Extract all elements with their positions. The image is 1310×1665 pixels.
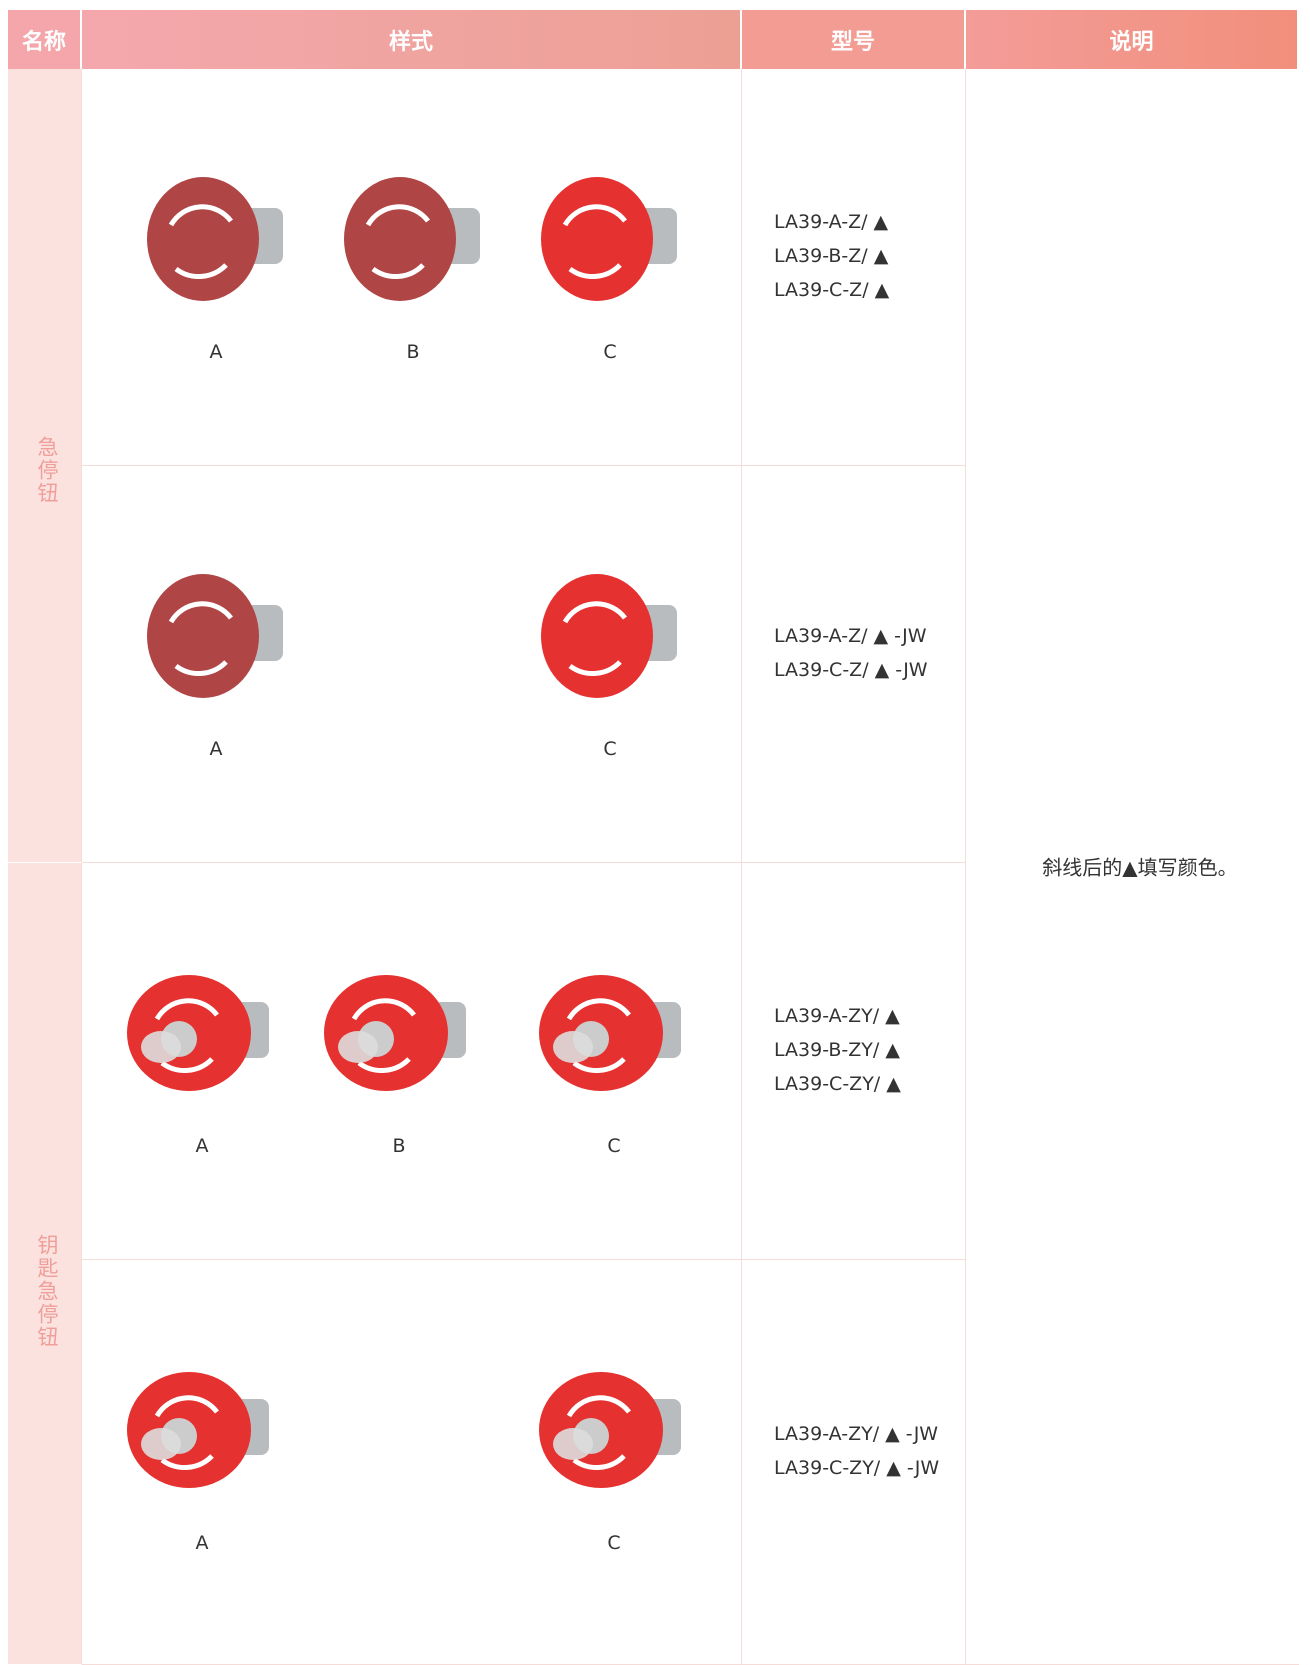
button-image [127,975,269,1091]
button-image [539,1372,681,1488]
header-cell: 说明 [966,10,1297,69]
model-text: LA39-A-Z/ ▲ -JW [774,624,927,647]
name-cell [8,863,82,1665]
group-name: 钥匙急停钮 [35,1234,59,1349]
item-label: A [209,341,223,363]
item-label: C [603,738,617,760]
item-label: A [195,1135,209,1157]
item-label: A [195,1532,209,1554]
item-label: B [392,1135,406,1157]
button-image [541,574,677,698]
button-image [541,177,677,301]
model-text: LA39-B-ZY/ ▲ [774,1038,900,1061]
model-cell [742,466,966,863]
model-text: LA39-A-ZY/ ▲ -JW [774,1422,939,1445]
style-cell [82,69,742,466]
model-text: LA39-C-ZY/ ▲ [774,1072,901,1095]
button-image [147,177,283,301]
model-cell [742,69,966,466]
button-image [127,1372,269,1488]
style-cell [82,466,742,863]
model-text: LA39-A-Z/ ▲ [774,210,889,233]
style-cell [82,863,742,1260]
model-text: LA39-C-ZY/ ▲ -JW [774,1456,940,1479]
model-text: LA39-B-Z/ ▲ [774,244,889,267]
header-cell: 名称 [8,10,80,69]
button-image [344,177,480,301]
button-image [539,975,681,1091]
model-text: LA39-A-ZY/ ▲ [774,1004,900,1027]
note-text: 斜线后的▲填写颜色。 [1042,855,1238,880]
group-name: 急停钮 [35,436,59,505]
model-cell [742,863,966,1260]
header-cell: 型号 [742,10,964,69]
item-label: C [607,1135,621,1157]
item-label: B [406,341,420,363]
header-cell: 样式 [82,10,740,69]
item-label: C [607,1532,621,1554]
model-text: LA39-C-Z/ ▲ [774,278,890,301]
button-image [147,574,283,698]
item-label: C [603,341,617,363]
model-text: LA39-C-Z/ ▲ -JW [774,658,928,681]
item-label: A [209,738,223,760]
button-image [324,975,466,1091]
name-cell [8,69,82,863]
